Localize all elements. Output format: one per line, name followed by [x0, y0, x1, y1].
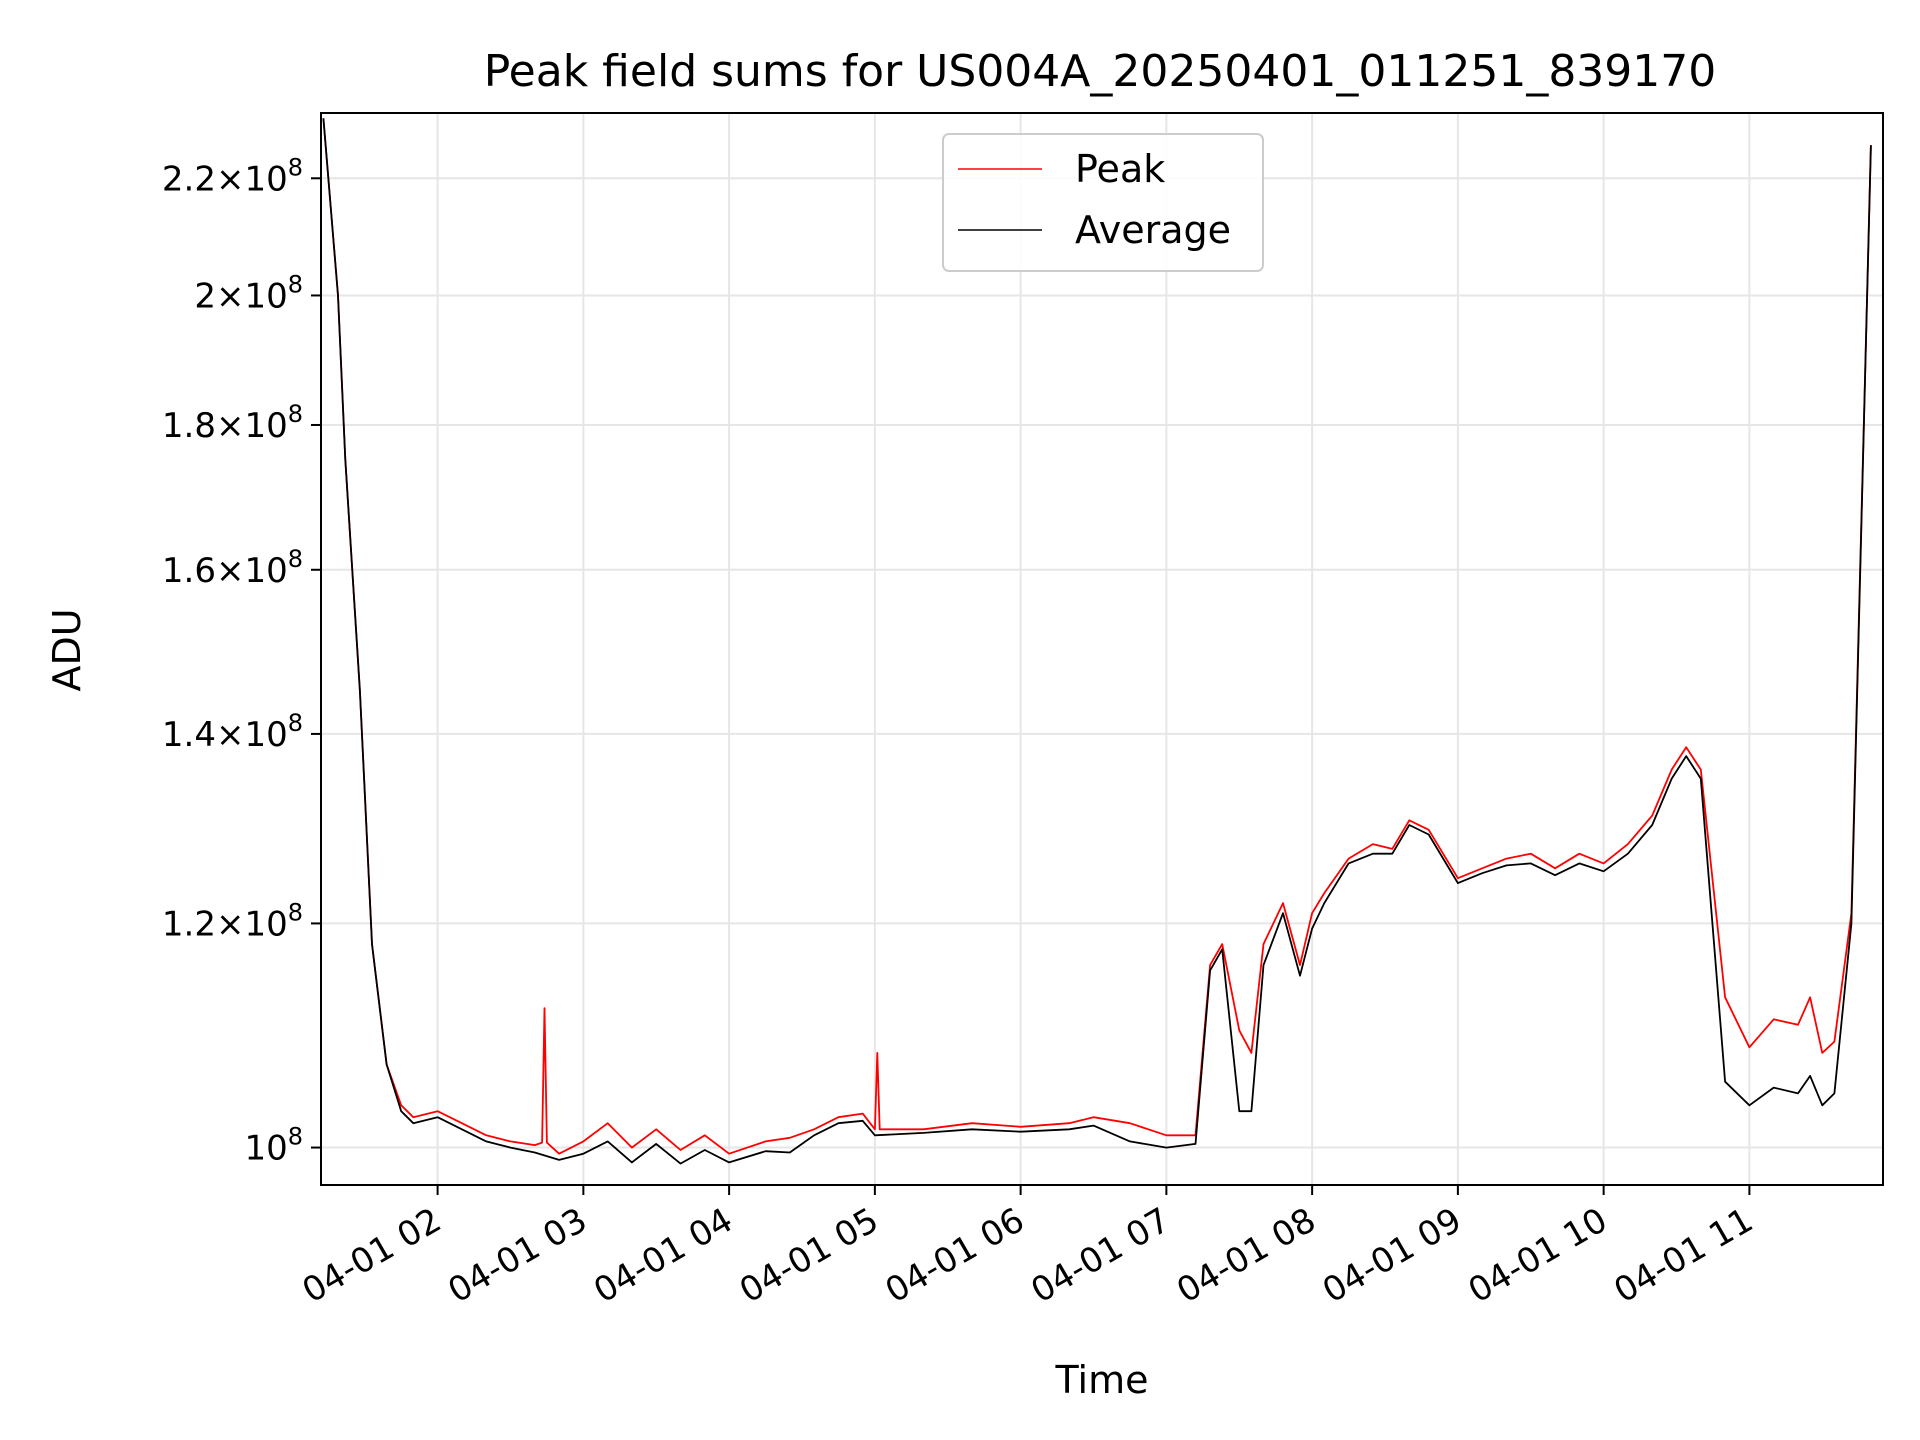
y-axis-label: ADU [45, 608, 89, 691]
legend-label-average: Average [1075, 208, 1231, 252]
x-axis-label: Time [1055, 1358, 1149, 1402]
y-tick-label: 2.2×108 [162, 153, 303, 199]
chart-title: Peak field sums for US004A_20250401_0112… [484, 46, 1717, 97]
y-tick-label: 1.8×108 [162, 400, 303, 446]
plot-area [322, 118, 1872, 1165]
legend-label-peak: Peak [1075, 147, 1165, 191]
y-tick-label: 1.6×108 [162, 545, 303, 591]
y-tick-label: 1.2×108 [162, 898, 303, 944]
y-tick-label: 2×108 [194, 270, 303, 316]
y-tick-label: 1.4×108 [162, 709, 303, 755]
legend: Peak Average [942, 133, 1264, 272]
series-line-peak [322, 118, 1872, 1155]
series-line-average [322, 118, 1872, 1165]
grid [321, 113, 1883, 1185]
y-axis: 1081.2×1081.4×1081.6×1081.8×1082×1082.2×… [162, 153, 321, 1169]
plot-frame [320, 112, 1884, 1186]
